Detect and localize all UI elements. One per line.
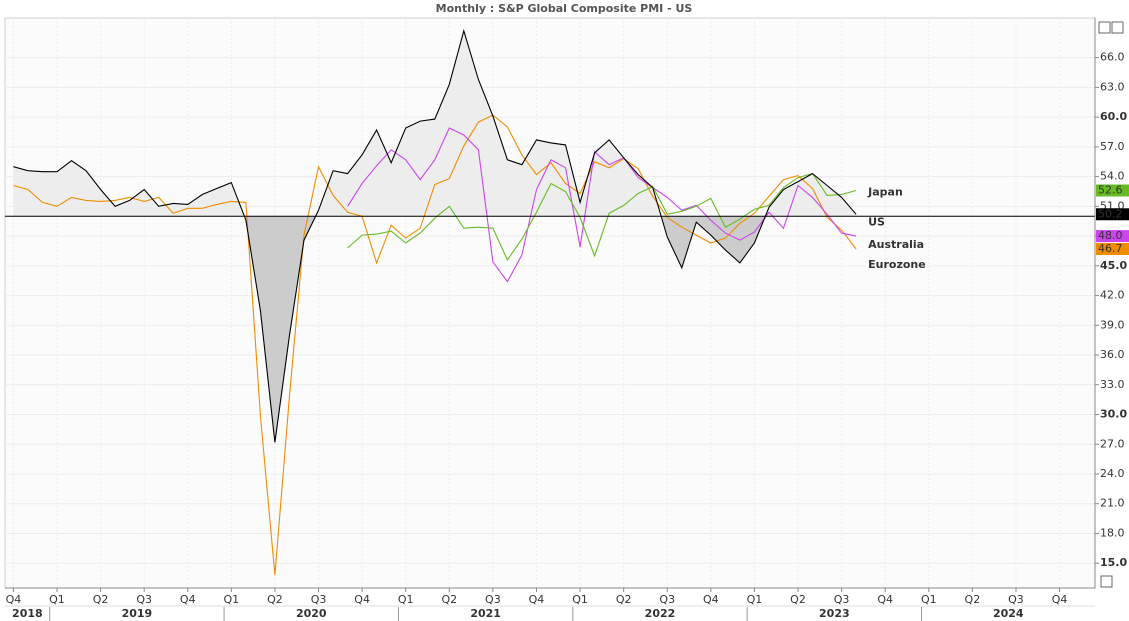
- series-label: US: [868, 215, 885, 228]
- y-tick-label: 57.0: [1100, 140, 1125, 153]
- x-tick-label: Q1: [572, 593, 588, 606]
- x-tick-label: Q4: [1052, 593, 1068, 606]
- x-tick-label: Q4: [180, 593, 196, 606]
- value-tag: [1096, 184, 1129, 197]
- x-tick-label: Q3: [1008, 593, 1024, 606]
- y-tick-label: 66.0: [1100, 51, 1125, 64]
- icon[interactable]: [1100, 575, 1113, 588]
- value-tag-label: 50.2: [1098, 207, 1123, 220]
- year-label: 2019: [122, 607, 153, 620]
- x-tick-label: Q1: [398, 593, 414, 606]
- y-tick-label: 15.0: [1100, 556, 1127, 569]
- y-tick-label: 42.0: [1100, 289, 1125, 302]
- x-tick-label: Q2: [441, 593, 457, 606]
- y-tick-label: 30.0: [1100, 408, 1127, 421]
- icon[interactable]: [1111, 21, 1124, 34]
- year-label: 2024: [993, 607, 1024, 620]
- x-tick-label: Q4: [354, 593, 370, 606]
- y-tick-label: 27.0: [1100, 437, 1125, 450]
- x-tick-label: Q2: [965, 593, 981, 606]
- x-tick-label: Q2: [93, 593, 109, 606]
- icon[interactable]: [1098, 21, 1111, 34]
- x-tick-label: Q4: [703, 593, 719, 606]
- plot-area: [4, 17, 1096, 589]
- x-tick-label: Q4: [529, 593, 545, 606]
- y-tick-label: 36.0: [1100, 348, 1125, 361]
- y-tick-label: 24.0: [1100, 467, 1125, 480]
- year-label: 2020: [296, 607, 327, 620]
- line: [13, 28, 857, 443]
- x-tick-label: Q3: [311, 593, 327, 606]
- year-label: 2021: [470, 607, 501, 620]
- series-label: Australia: [868, 238, 924, 251]
- y-tick-label: 18.0: [1100, 526, 1125, 539]
- x-tick-label: Q1: [224, 593, 240, 606]
- y-tick-label: 60.0: [1100, 110, 1127, 123]
- y-tick-label: 39.0: [1100, 318, 1125, 331]
- value-tag: [1096, 242, 1129, 255]
- y-tick-label: 54.0: [1100, 170, 1125, 183]
- line: [13, 114, 857, 576]
- x-tick-label: Q1: [921, 593, 937, 606]
- series-label: Eurozone: [868, 258, 926, 271]
- value-tag: [1096, 208, 1129, 221]
- y-tick-label: 33.0: [1100, 378, 1125, 391]
- x-tick-label: Q1: [49, 593, 65, 606]
- x-tick-label: Q2: [616, 593, 632, 606]
- line: [347, 172, 857, 262]
- window-icons[interactable]: [1098, 21, 1124, 588]
- year-label: 2023: [819, 607, 850, 620]
- area-above: [13, 30, 857, 217]
- chart-title: Monthly : S&P Global Composite PMI - US: [436, 2, 693, 15]
- y-tick-label: 21.0: [1100, 497, 1125, 510]
- y-tick-label: 45.0: [1100, 259, 1127, 272]
- x-tick-label: Q3: [485, 593, 501, 606]
- y-tick-label: 63.0: [1100, 80, 1125, 93]
- x-tick-label: Q3: [659, 593, 675, 606]
- x-tick-label: Q3: [136, 593, 152, 606]
- x-tick-label: Q3: [834, 593, 850, 606]
- x-tick-label: Q2: [790, 593, 806, 606]
- line: [347, 127, 857, 283]
- x-tick-label: Q1: [747, 593, 763, 606]
- value-tag-label: 48.0: [1098, 229, 1123, 242]
- value-tag: [1096, 230, 1129, 243]
- year-label: 2018: [12, 607, 43, 620]
- value-tag-label: 52.6: [1098, 183, 1123, 196]
- year-label: 2022: [645, 607, 676, 620]
- value-tag-label: 46.7: [1098, 242, 1123, 255]
- series-label: Japan: [867, 185, 903, 198]
- x-tick-label: Q4: [877, 593, 893, 606]
- x-tick-label: Q4: [6, 593, 22, 606]
- x-tick-label: Q2: [267, 593, 283, 606]
